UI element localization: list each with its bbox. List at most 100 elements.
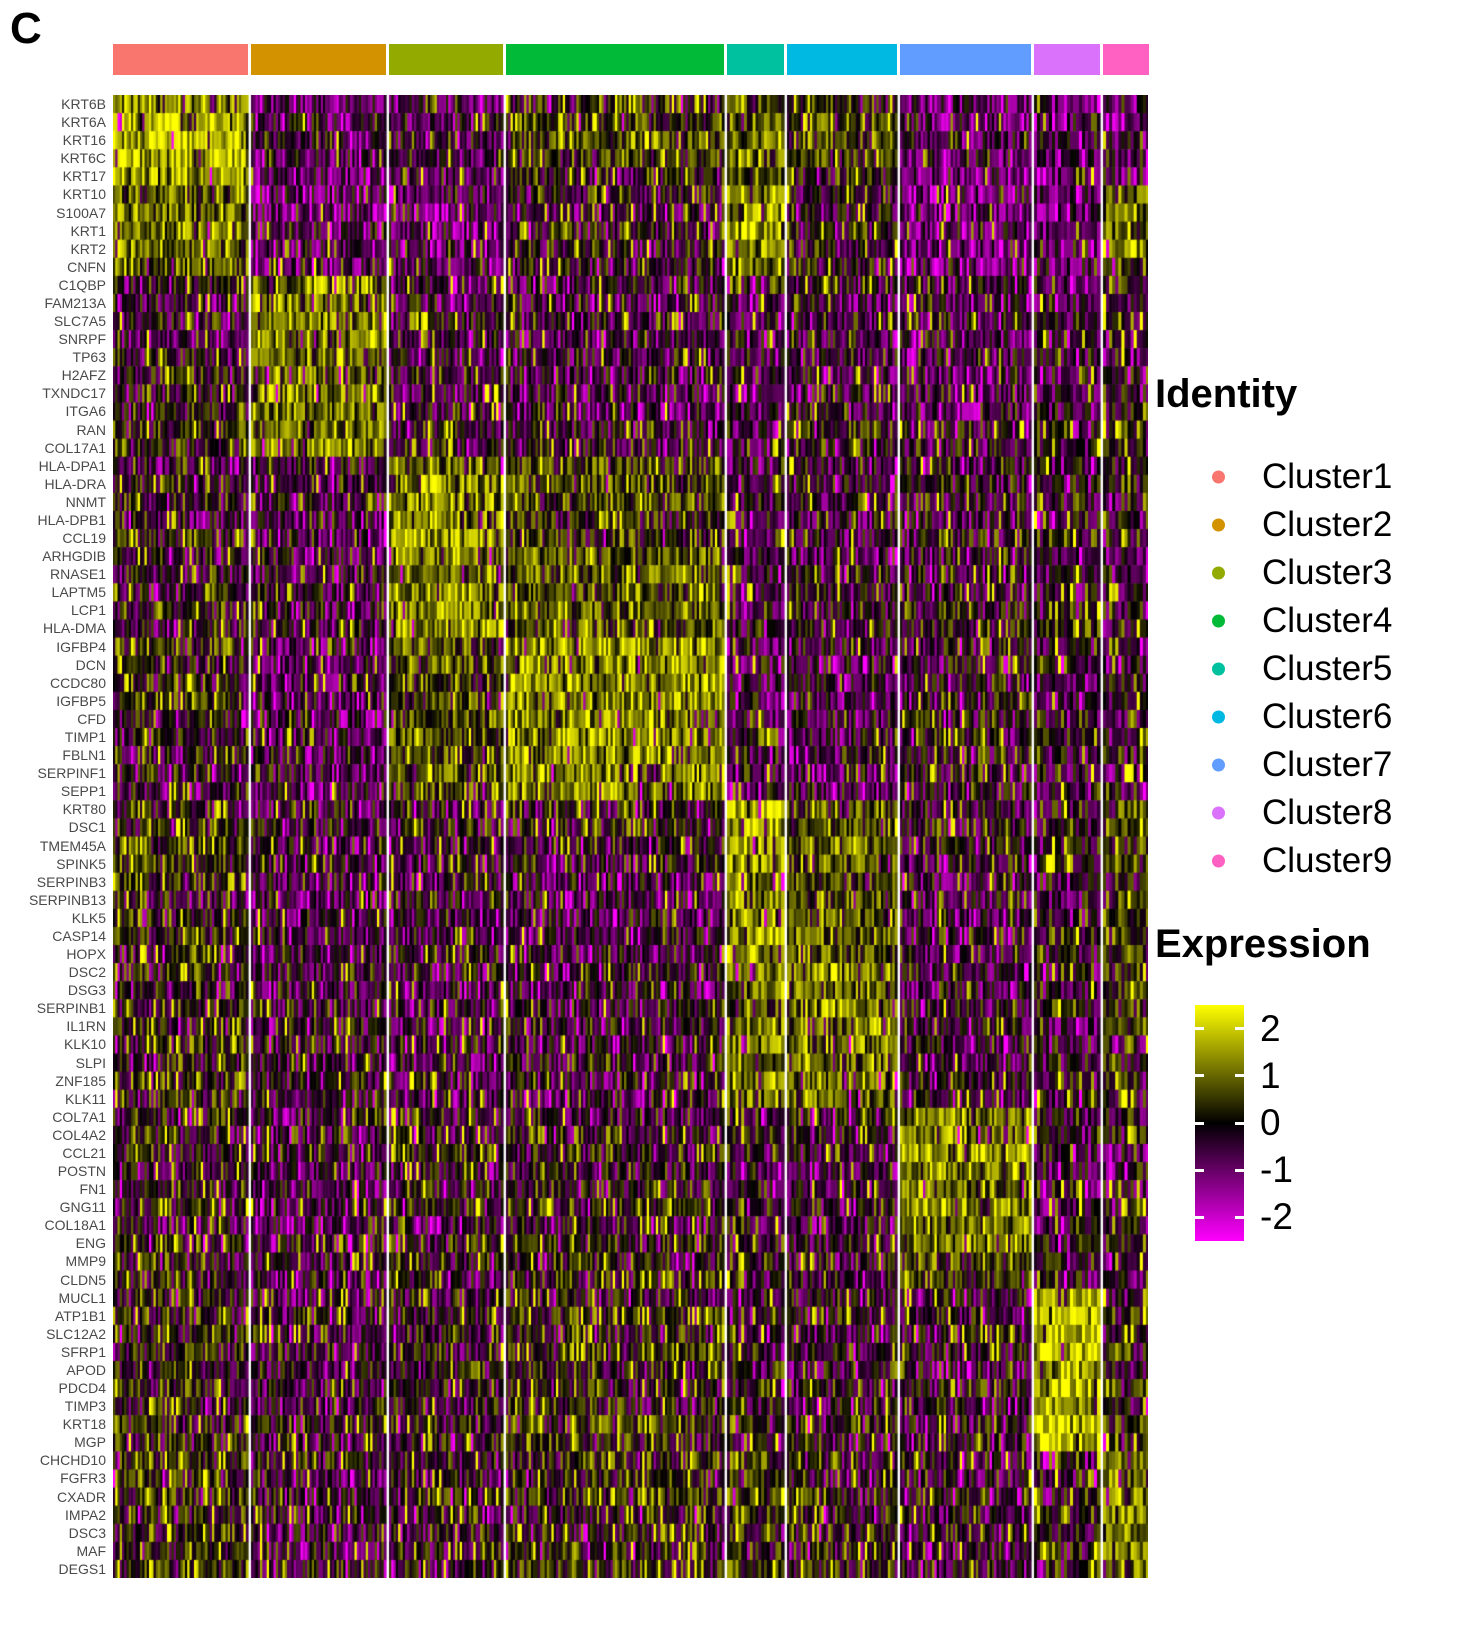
gene-label: FAM213A [44, 294, 106, 311]
gene-label: IL1RN [66, 1018, 106, 1035]
colorbar-tick-mark [1195, 1215, 1204, 1219]
gene-label: COL7A1 [52, 1108, 106, 1125]
gene-label: SFRP1 [60, 1343, 106, 1360]
gene-label: LAPTM5 [51, 584, 106, 601]
legend-item-label: Cluster3 [1262, 553, 1393, 592]
gene-label: MAF [76, 1542, 106, 1559]
colorbar-tick-mark [1235, 1027, 1244, 1031]
colorbar-tick-mark [1195, 1027, 1204, 1031]
legend-dot-icon [1212, 710, 1225, 724]
gene-label: DEGS1 [58, 1560, 106, 1577]
gene-label: ATP1B1 [54, 1307, 106, 1324]
gene-label: KLK10 [63, 1036, 106, 1053]
legend-item-label: Cluster7 [1262, 745, 1393, 784]
gene-label: KRT1 [70, 222, 106, 239]
cluster-bar-segment-cluster2 [251, 44, 386, 75]
legend-item-label: Cluster4 [1262, 601, 1393, 640]
gene-label: CASP14 [52, 927, 106, 944]
gene-label: TXNDC17 [42, 385, 106, 402]
gene-label: DSC2 [68, 964, 106, 981]
colorbar-tick-mark [1195, 1168, 1204, 1172]
gene-label: MUCL1 [58, 1289, 106, 1306]
gene-label: CHCHD10 [39, 1452, 106, 1469]
legend-item-label: Cluster9 [1262, 841, 1393, 880]
gene-label: SERPINB3 [36, 873, 106, 890]
gene-label: DSC1 [68, 819, 106, 836]
legend-item-label: Cluster1 [1262, 457, 1393, 496]
legend-dot-icon [1212, 518, 1225, 532]
gene-label: RNASE1 [49, 566, 106, 583]
gene-label: SEPP1 [60, 783, 106, 800]
gene-label: HLA-DPB1 [37, 511, 106, 528]
colorbar-tick-mark [1235, 1215, 1244, 1219]
gene-label: KRT80 [62, 801, 106, 818]
colorbar-tick-mark [1195, 1074, 1204, 1078]
gene-label: POSTN [57, 1163, 106, 1180]
colorbar-tick-label: 0 [1260, 1102, 1281, 1143]
gene-label: ENG [75, 1235, 106, 1252]
gene-label: MGP [74, 1434, 106, 1451]
gene-label: GNG11 [59, 1199, 106, 1216]
legend-dot-icon [1212, 566, 1225, 580]
legend-item-label: Cluster6 [1262, 697, 1393, 736]
cluster-bar-segment-cluster5 [727, 44, 784, 75]
gene-label: COL4A2 [52, 1126, 106, 1143]
gene-label: HLA-DMA [42, 620, 106, 637]
gene-label: HOPX [66, 946, 106, 962]
gene-label: IMPA2 [65, 1506, 106, 1523]
colorbar-tick-mark [1235, 1074, 1244, 1078]
legend-item-label: Cluster2 [1262, 505, 1393, 544]
gene-label: CXADR [56, 1488, 106, 1505]
gene-label: MMP9 [65, 1253, 106, 1270]
gene-label: TIMP1 [64, 728, 106, 745]
legend-dot-icon [1212, 470, 1225, 484]
panel-label: C [10, 4, 42, 53]
gene-label: TIMP3 [64, 1398, 106, 1415]
cluster-bar-segment-cluster3 [389, 44, 503, 75]
gene-label: HLA-DPA1 [38, 457, 106, 474]
legend-dot-icon [1212, 662, 1225, 676]
cluster-bar-segment-cluster1 [113, 44, 248, 75]
gene-label: IGFBP5 [56, 692, 106, 709]
gene-label: KRT10 [62, 186, 106, 203]
gene-label: KRT16 [62, 132, 106, 149]
gene-label: COL17A1 [44, 439, 106, 456]
colorbar-tick-mark [1235, 1168, 1244, 1172]
gene-label: APOD [66, 1361, 106, 1378]
gene-label: CCDC80 [49, 674, 106, 691]
gene-label: FN1 [79, 1181, 106, 1198]
gene-label: SERPINF1 [37, 765, 106, 782]
gene-label: KLK5 [71, 909, 106, 926]
gene-label: IGFBP4 [56, 638, 106, 655]
cluster-bar-segment-cluster7 [900, 44, 1031, 75]
gene-label: CCL19 [62, 530, 106, 547]
gene-label: COL18A1 [44, 1217, 106, 1234]
gene-label: ITGA6 [65, 403, 106, 420]
identity-legend-title: Identity [1155, 372, 1298, 416]
gene-label: FBLN1 [62, 747, 106, 764]
gene-label: CNFN [67, 258, 106, 275]
gene-label: SLC7A5 [53, 313, 106, 330]
legend-dot-icon [1212, 854, 1225, 868]
gene-label: CFD [77, 710, 106, 727]
gene-label: PDCD4 [58, 1380, 106, 1397]
cluster-bar-segment-cluster6 [787, 44, 897, 75]
legend-dot-icon [1212, 806, 1225, 820]
gene-label: SERPINB1 [36, 1000, 106, 1017]
gene-label: ARHGDIB [42, 548, 106, 565]
legend-dot-icon [1212, 758, 1225, 772]
colorbar-tick-label: -1 [1260, 1149, 1293, 1191]
gene-label: CLDN5 [60, 1271, 106, 1288]
gene-label: ZNF185 [55, 1072, 106, 1089]
gene-label: S100A7 [56, 204, 106, 221]
gene-label: KRT2 [70, 240, 106, 257]
colorbar-tick-label: -2 [1260, 1196, 1293, 1238]
colorbar-tick-label: 2 [1260, 1007, 1281, 1049]
cluster-bar-segment-cluster9 [1103, 44, 1149, 75]
gene-label: HLA-DRA [44, 475, 106, 492]
gene-label: SLC12A2 [46, 1325, 106, 1342]
cluster-bar-segment-cluster4 [506, 44, 724, 75]
expression-heatmap [113, 95, 1148, 1578]
gene-label: SPINK5 [56, 855, 106, 872]
gene-label: SERPINB13 [28, 891, 106, 908]
